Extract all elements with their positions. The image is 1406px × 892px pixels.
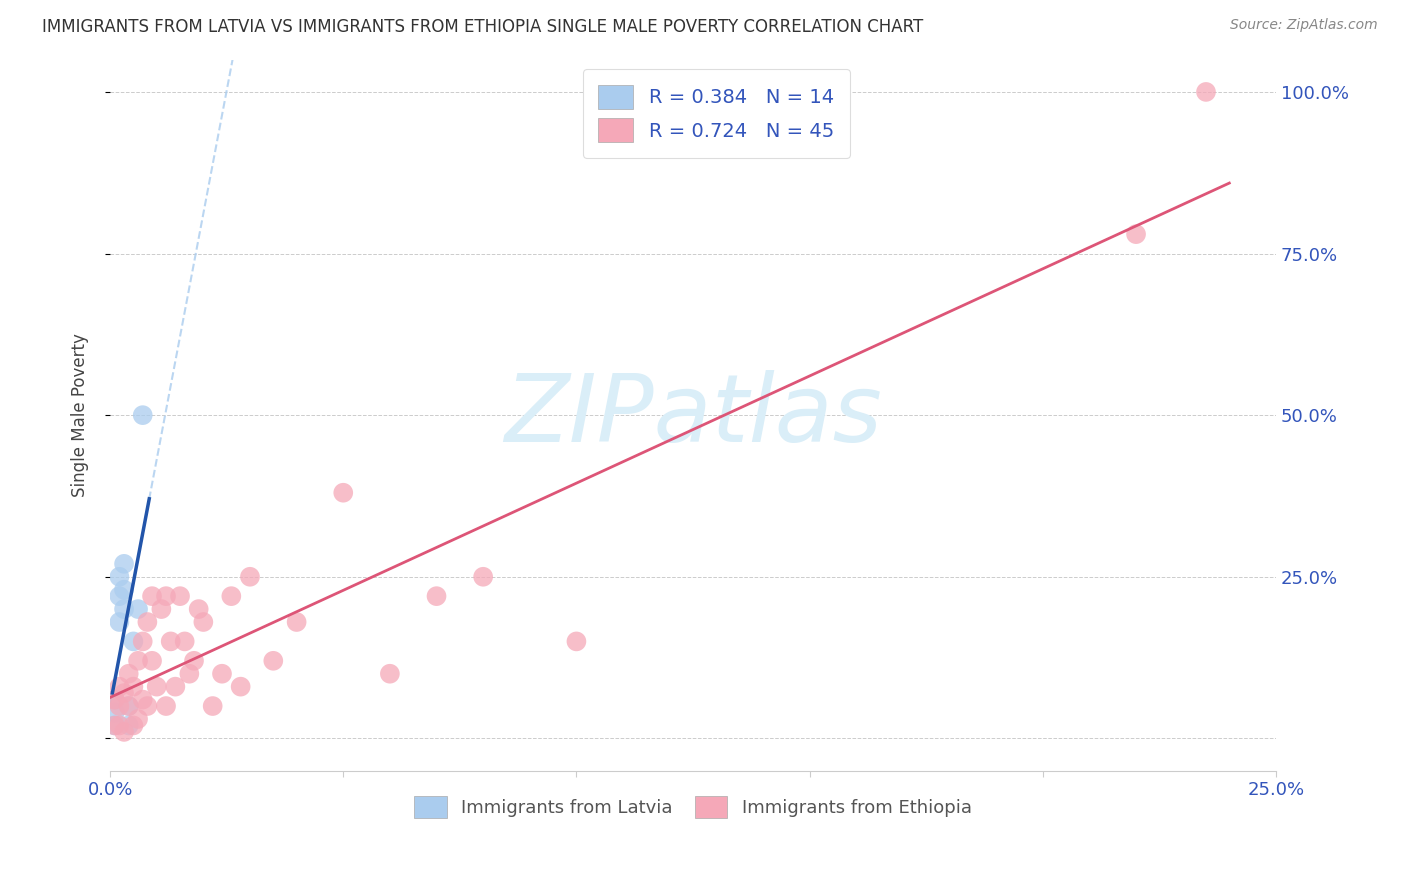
Point <box>104 718 127 732</box>
Point <box>155 699 177 714</box>
Point <box>179 666 201 681</box>
Point <box>229 680 252 694</box>
Point <box>221 589 243 603</box>
Point <box>187 602 209 616</box>
Point <box>112 582 135 597</box>
Point <box>118 718 141 732</box>
Point <box>378 666 401 681</box>
Point <box>112 725 135 739</box>
Text: Source: ZipAtlas.com: Source: ZipAtlas.com <box>1230 18 1378 32</box>
Point <box>132 692 155 706</box>
Point <box>104 692 127 706</box>
Point <box>262 654 284 668</box>
Text: ZIPatlas: ZIPatlas <box>505 369 882 460</box>
Point <box>118 699 141 714</box>
Point <box>127 654 149 668</box>
Point <box>112 686 135 700</box>
Point <box>127 712 149 726</box>
Point <box>239 570 262 584</box>
Point <box>1125 227 1147 241</box>
Point <box>122 634 145 648</box>
Point <box>104 718 127 732</box>
Point <box>122 680 145 694</box>
Point <box>183 654 205 668</box>
Point <box>108 680 131 694</box>
Legend: Immigrants from Latvia, Immigrants from Ethiopia: Immigrants from Latvia, Immigrants from … <box>408 789 979 826</box>
Point <box>145 680 167 694</box>
Point <box>169 589 191 603</box>
Point <box>104 692 127 706</box>
Point <box>112 602 135 616</box>
Point <box>132 408 155 422</box>
Point <box>108 615 131 629</box>
Point <box>136 615 159 629</box>
Y-axis label: Single Male Poverty: Single Male Poverty <box>72 334 89 497</box>
Point <box>108 699 131 714</box>
Point <box>108 589 131 603</box>
Point <box>159 634 181 648</box>
Point <box>472 570 495 584</box>
Point <box>118 666 141 681</box>
Point <box>104 706 127 720</box>
Point <box>136 699 159 714</box>
Point <box>132 634 155 648</box>
Point <box>155 589 177 603</box>
Point <box>118 699 141 714</box>
Point <box>141 654 163 668</box>
Point <box>201 699 224 714</box>
Point <box>173 634 195 648</box>
Point <box>211 666 233 681</box>
Point <box>112 557 135 571</box>
Point <box>285 615 308 629</box>
Point <box>108 570 131 584</box>
Point <box>165 680 187 694</box>
Point <box>122 718 145 732</box>
Text: IMMIGRANTS FROM LATVIA VS IMMIGRANTS FROM ETHIOPIA SINGLE MALE POVERTY CORRELATI: IMMIGRANTS FROM LATVIA VS IMMIGRANTS FRO… <box>42 18 924 36</box>
Point <box>1195 85 1218 99</box>
Point <box>127 602 149 616</box>
Point <box>141 589 163 603</box>
Point <box>425 589 447 603</box>
Point <box>565 634 588 648</box>
Point <box>150 602 173 616</box>
Point <box>332 485 354 500</box>
Point <box>193 615 215 629</box>
Point <box>108 718 131 732</box>
